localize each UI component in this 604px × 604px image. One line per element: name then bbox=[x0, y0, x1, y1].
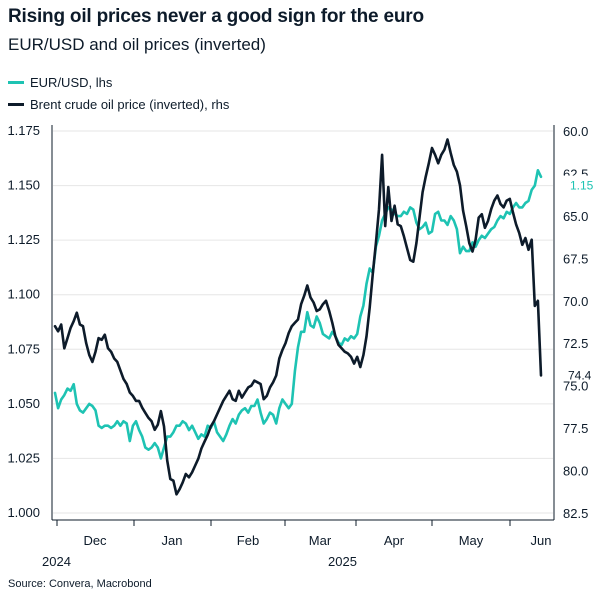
end-label-eurusd: 1.15 bbox=[570, 179, 594, 193]
left-axis-tick-label: 1.100 bbox=[7, 287, 40, 302]
legend-label-brent: Brent crude oil price (inverted), rhs bbox=[30, 96, 230, 112]
x-axis-month-label: Jun bbox=[531, 533, 552, 548]
end-label-brent: 74.4 bbox=[568, 368, 592, 382]
legend-label-eurusd: EUR/USD, lhs bbox=[30, 74, 113, 90]
chart-title: Rising oil prices never a good sign for … bbox=[8, 6, 424, 27]
right-axis-tick-label: 70.0 bbox=[563, 294, 588, 309]
right-axis-tick-label: 72.5 bbox=[563, 336, 588, 351]
left-axis-tick-label: 1.125 bbox=[7, 232, 40, 247]
x-axis-year-label: 2024 bbox=[42, 554, 71, 569]
legend-swatch-brent bbox=[8, 102, 24, 106]
x-axis-month-label: Apr bbox=[384, 533, 405, 548]
right-axis-tick-label: 80.0 bbox=[563, 464, 588, 479]
left-axis-tick-label: 1.050 bbox=[7, 396, 40, 411]
right-axis-tick-label: 75.0 bbox=[563, 379, 588, 394]
right-axis-tick-label: 60.0 bbox=[563, 124, 588, 139]
legend-swatch-eurusd bbox=[8, 80, 24, 84]
legend: EUR/USD, lhs Brent crude oil price (inve… bbox=[8, 71, 229, 115]
x-axis-month-label: Dec bbox=[83, 533, 107, 548]
right-axis-tick-label: 82.5 bbox=[563, 506, 588, 521]
left-axis-tick-label: 1.175 bbox=[7, 123, 40, 138]
x-axis-year-label: 2025 bbox=[328, 554, 357, 569]
chart-subtitle: EUR/USD and oil prices (inverted) bbox=[8, 35, 266, 54]
x-axis-month-label: May bbox=[459, 533, 484, 548]
end-label-bg-eurusd bbox=[559, 175, 595, 194]
brent-line bbox=[53, 138, 543, 496]
left-axis-tick-label: 1.025 bbox=[7, 450, 40, 465]
x-axis-month-label: Feb bbox=[237, 533, 259, 548]
right-axis-tick-label: 67.5 bbox=[563, 251, 588, 266]
end-label-bg-brent bbox=[559, 365, 597, 382]
legend-item-brent: Brent crude oil price (inverted), rhs bbox=[8, 93, 229, 115]
legend-item-eurusd: EUR/USD, lhs bbox=[8, 71, 229, 93]
left-axis-tick-label: 1.075 bbox=[7, 341, 40, 356]
x-axis-month-label: Mar bbox=[309, 533, 332, 548]
eurusd-line bbox=[53, 169, 543, 460]
right-axis-tick-label: 65.0 bbox=[563, 209, 588, 224]
source-note: Source: Convera, Macrobond bbox=[8, 578, 152, 590]
x-axis-month-label: Jan bbox=[162, 533, 183, 548]
right-axis-tick-label: 77.5 bbox=[563, 421, 588, 436]
left-axis-tick-label: 1.150 bbox=[7, 178, 40, 193]
left-axis-tick-label: 1.000 bbox=[7, 505, 40, 520]
